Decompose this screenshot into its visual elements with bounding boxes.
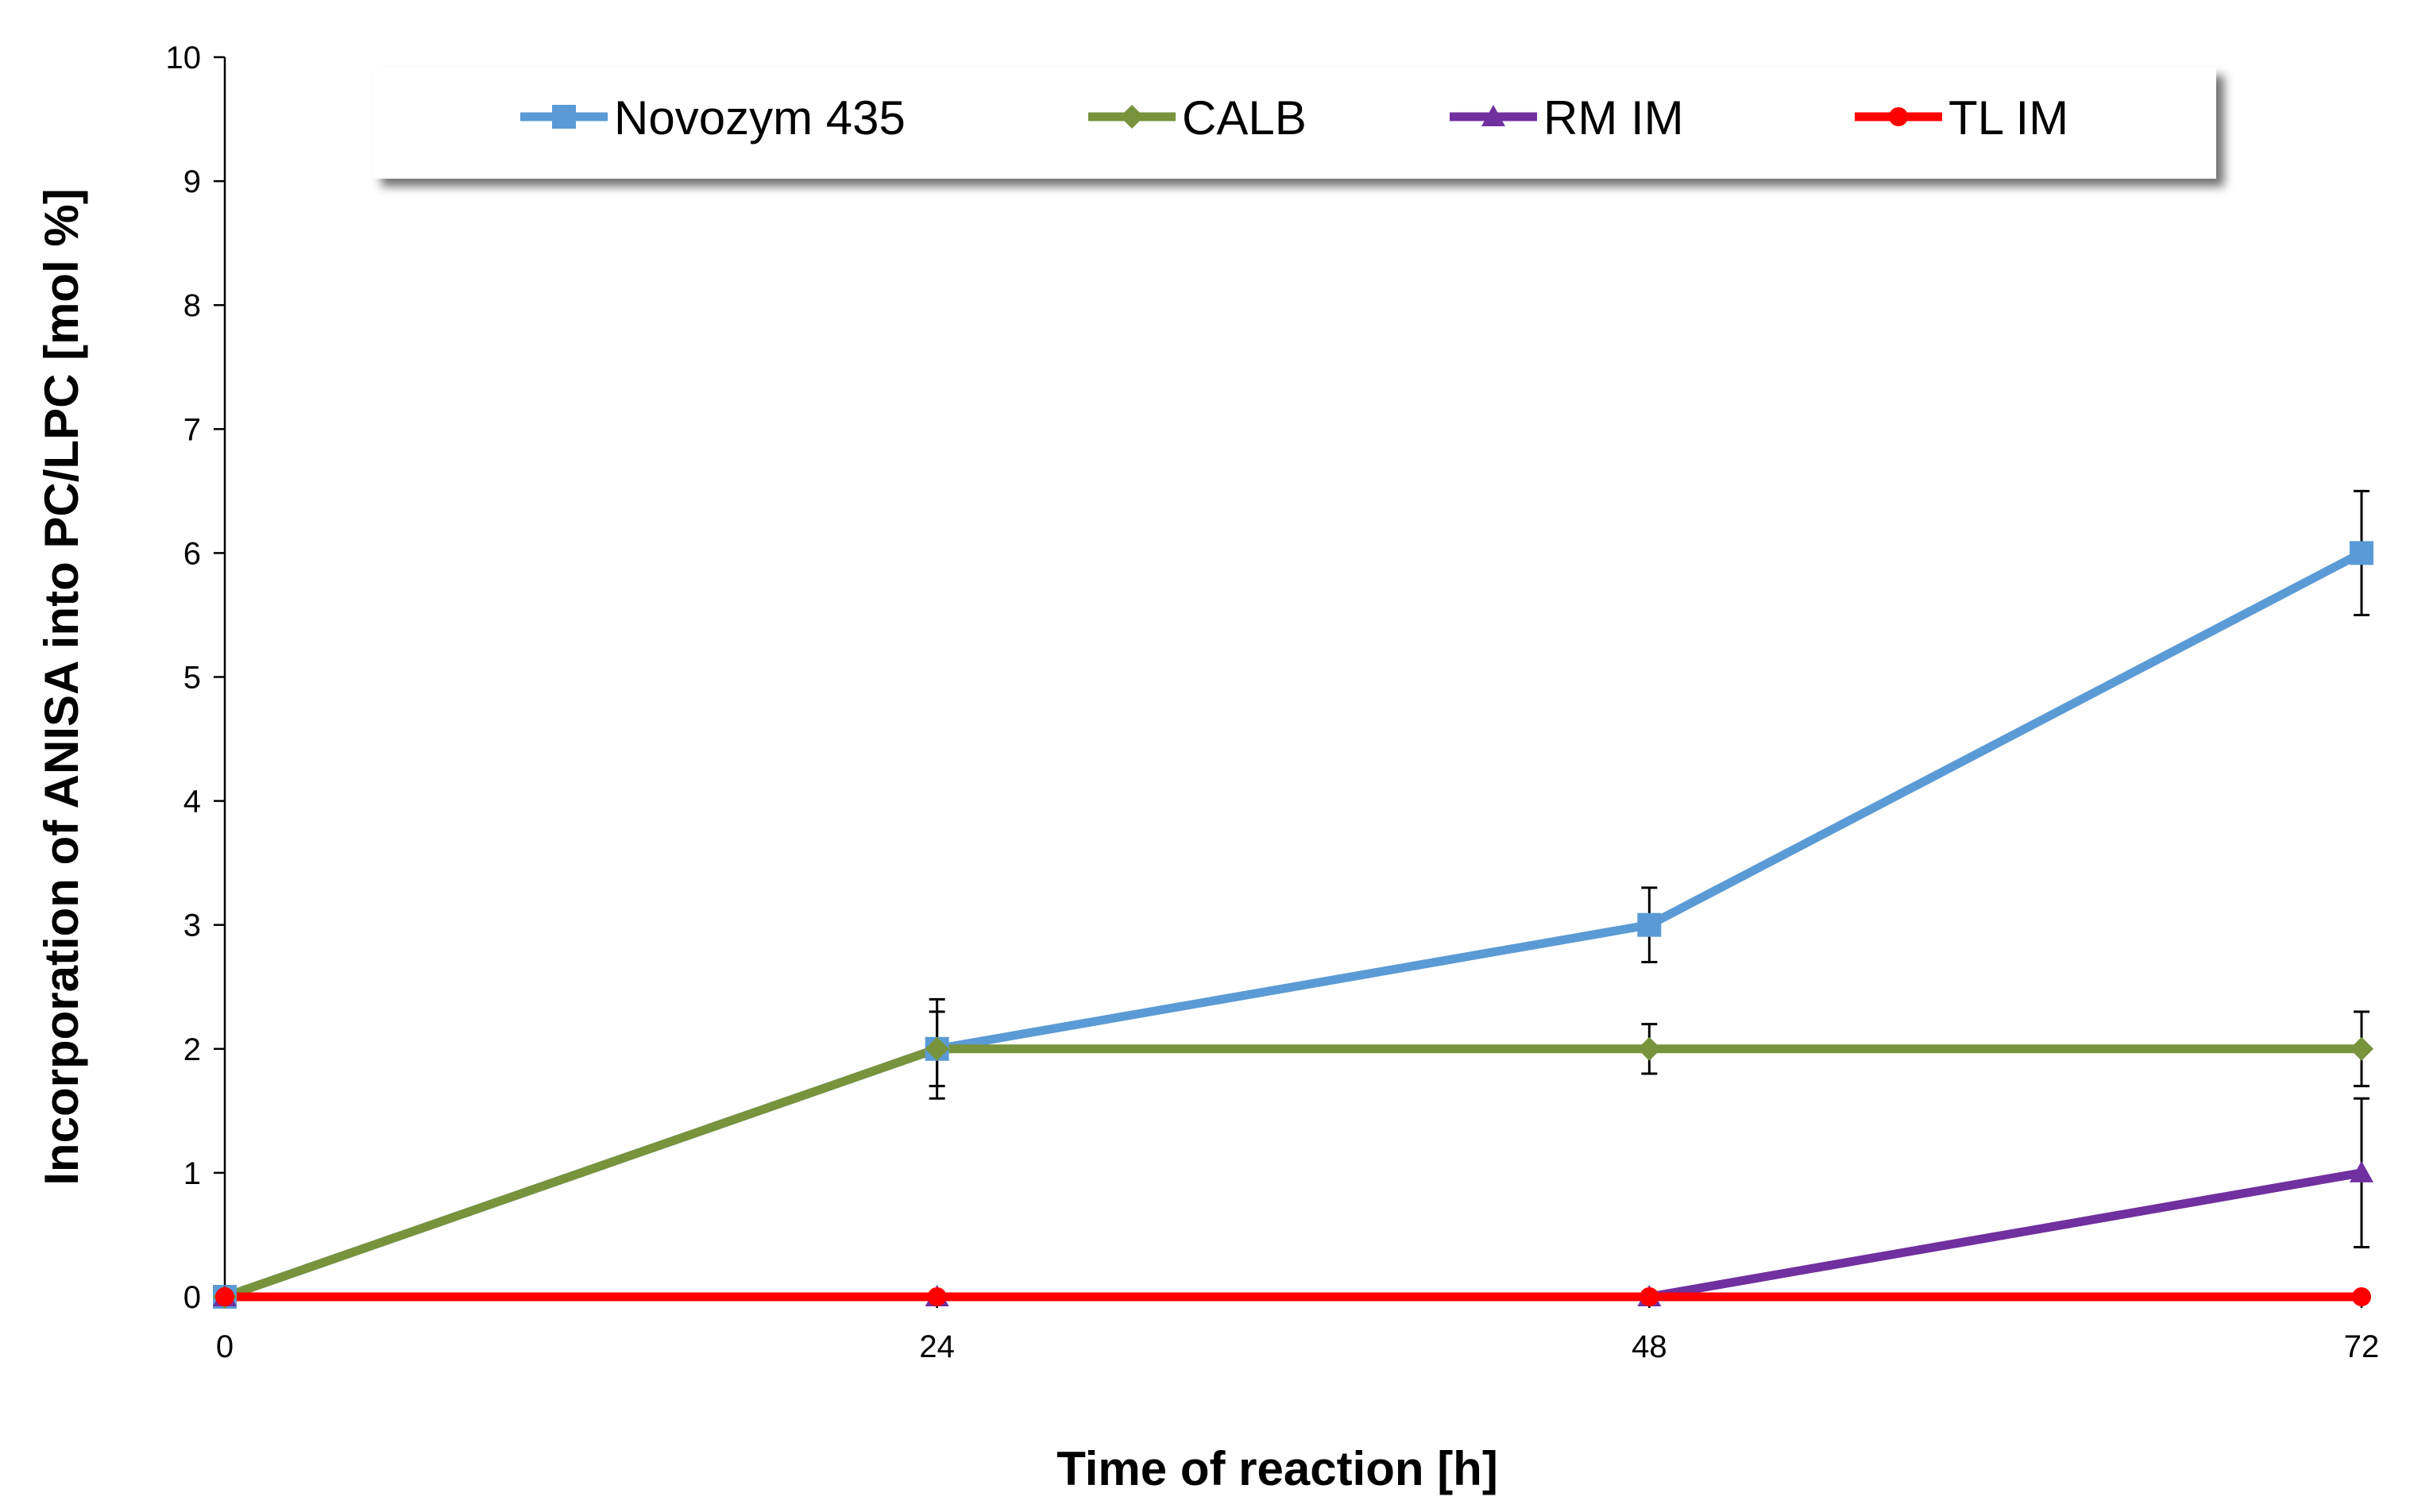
x-tick-label: 24	[919, 1329, 955, 1364]
x-tick-label: 48	[1632, 1329, 1667, 1364]
x-tick-label: 72	[2344, 1329, 2380, 1364]
ticks: 0 1 2 3 4 5 6 7 8 9 10 0 24 48 72	[166, 40, 2380, 1364]
data-point-calb	[2350, 1036, 2373, 1061]
legend-label-calb: CALB	[1182, 91, 1307, 145]
legend-label-novozym-435: Novozym 435	[614, 91, 906, 145]
data-point-calb	[925, 1036, 949, 1061]
y-tick-label: 3	[183, 908, 201, 943]
y-tick-label: 10	[166, 40, 202, 75]
series-line-rm-im	[220, 1168, 2366, 1302]
legend-swatch-marker-calb	[1120, 105, 1144, 129]
data-point-tl-im	[1639, 1287, 1659, 1306]
series-lines	[220, 548, 2366, 1302]
y-tick-label: 9	[183, 164, 201, 199]
y-axis-title: Incorporation of ANISA into PC/LPC [mol …	[35, 188, 88, 1186]
y-tick-label: 0	[183, 1280, 201, 1315]
y-tick-label: 2	[183, 1032, 201, 1067]
data-point-tl-im	[215, 1287, 234, 1306]
x-tick-label: 0	[216, 1329, 234, 1364]
x-axis-title: Time of reaction [h]	[1056, 1442, 1498, 1495]
data-point-novozym-435	[1637, 912, 1662, 937]
y-tick-label: 8	[183, 288, 201, 323]
legend-swatch-marker-novozym-435	[552, 105, 576, 129]
y-tick-label: 6	[183, 536, 201, 571]
data-markers	[213, 541, 2373, 1309]
legend-box	[373, 68, 2216, 179]
data-point-tl-im	[2352, 1287, 2371, 1306]
legend-label-rm-im: RM IM	[1543, 91, 1684, 145]
legend-swatch-marker-rm-im	[1481, 105, 1505, 126]
legend-label-tl-im: TL IM	[1948, 91, 2068, 145]
y-tick-label: 5	[183, 661, 201, 696]
axes	[223, 57, 2362, 1298]
y-tick-label: 1	[183, 1156, 201, 1191]
legend-swatch-marker-tl-im	[1889, 107, 1908, 126]
legend: Novozym 435 CALB RM IM TL IM	[373, 68, 2216, 179]
data-point-tl-im	[927, 1287, 947, 1306]
y-tick-label: 4	[183, 785, 201, 820]
data-point-calb	[1637, 1036, 1662, 1061]
series-line-calb	[220, 1044, 2366, 1302]
data-point-novozym-435	[2350, 541, 2373, 565]
data-point-rm-im	[2350, 1160, 2373, 1182]
y-tick-label: 7	[183, 412, 201, 447]
error-bars	[929, 489, 2369, 1249]
